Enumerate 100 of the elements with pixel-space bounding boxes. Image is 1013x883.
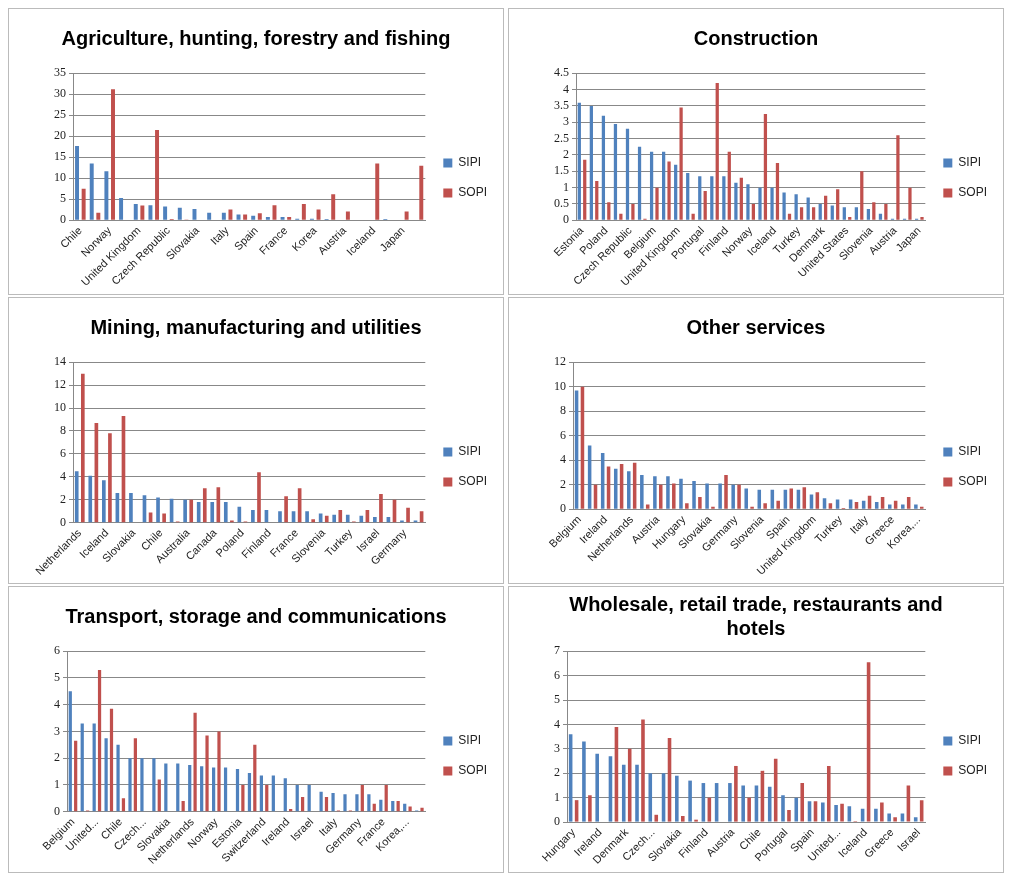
bar <box>359 515 364 523</box>
bar <box>163 206 168 220</box>
bar <box>300 797 305 812</box>
bar <box>914 504 918 509</box>
bar <box>96 212 101 220</box>
bar <box>734 182 738 220</box>
bar <box>119 198 124 220</box>
bar <box>860 171 864 220</box>
bar <box>607 202 611 220</box>
y-tick-label: 4 <box>60 469 66 484</box>
legend-label: SOPI <box>458 763 488 778</box>
y-tick-label: 6 <box>554 667 560 682</box>
y-tick-label: 1.5 <box>554 163 569 178</box>
y-tick-label: 0 <box>554 814 560 829</box>
bar <box>635 764 639 822</box>
y-tick-label: 1 <box>563 179 569 194</box>
bar <box>688 780 692 822</box>
y-tick-label: 8 <box>60 423 66 438</box>
bar <box>212 767 216 812</box>
bar <box>375 163 380 220</box>
bar <box>331 194 336 220</box>
bar <box>148 205 153 220</box>
bar <box>111 89 115 220</box>
bar <box>92 723 96 812</box>
bar <box>888 504 892 509</box>
y-tick-label: 0 <box>563 212 569 227</box>
bar <box>193 712 197 812</box>
y-tick-label: 6 <box>560 427 566 442</box>
bar <box>818 203 822 220</box>
bar <box>767 786 772 822</box>
y-tick-label: 1 <box>554 789 560 804</box>
bar <box>595 753 599 822</box>
legend-label: SOPI <box>458 474 488 489</box>
bar <box>324 797 329 812</box>
bar <box>685 503 689 509</box>
bar <box>781 795 785 822</box>
y-tick-label: 0.5 <box>554 196 569 211</box>
bar <box>692 481 696 509</box>
bar <box>821 802 825 822</box>
bar <box>649 151 654 220</box>
bar <box>763 114 768 220</box>
bar <box>787 809 791 822</box>
bar <box>703 190 707 220</box>
bar <box>265 784 269 812</box>
bar <box>181 801 185 812</box>
bar <box>221 212 226 220</box>
y-tick-label: 3 <box>554 741 560 756</box>
bar <box>776 500 780 509</box>
bar <box>278 511 282 523</box>
bar <box>259 775 263 812</box>
y-tick-label: 6 <box>60 446 66 461</box>
bar <box>360 784 364 812</box>
y-tick-label: 35 <box>54 65 66 80</box>
legend-label: SIPI <box>458 444 482 459</box>
bar <box>583 159 587 220</box>
bar <box>619 213 623 220</box>
bar <box>332 514 337 523</box>
bar <box>140 205 145 220</box>
y-tick-label: 12 <box>54 377 66 392</box>
bar <box>406 507 410 523</box>
bar <box>251 215 256 220</box>
bar <box>74 471 79 523</box>
bar <box>884 203 888 220</box>
bar <box>722 176 726 220</box>
bar <box>108 433 112 523</box>
bar <box>284 496 288 523</box>
bar <box>727 151 731 220</box>
bar <box>854 207 858 220</box>
y-tick-label: 2 <box>554 765 560 780</box>
bar <box>319 791 323 812</box>
bar <box>731 484 735 509</box>
bar <box>189 499 194 523</box>
bar <box>355 794 359 812</box>
y-tick-label: 4 <box>54 696 60 711</box>
bar <box>582 741 586 822</box>
y-tick-label: 5 <box>60 191 66 206</box>
bar <box>217 731 221 812</box>
bar <box>104 171 109 220</box>
bar <box>758 187 762 220</box>
bar <box>200 766 204 812</box>
y-tick-label: 3 <box>54 723 60 738</box>
bar <box>155 129 160 220</box>
bar <box>662 151 666 220</box>
bar <box>280 216 285 220</box>
legend-label: SOPI <box>458 185 488 200</box>
bar <box>775 163 780 220</box>
bar <box>243 214 248 220</box>
bar <box>419 165 424 220</box>
chart-title: Construction <box>692 26 820 51</box>
bar <box>627 471 631 509</box>
bar <box>140 758 144 812</box>
bar <box>741 785 745 822</box>
x-tick-label: Italy <box>207 223 232 247</box>
bar <box>667 161 671 220</box>
bar <box>893 817 897 822</box>
bar <box>408 806 412 812</box>
bar <box>301 203 306 220</box>
bar <box>866 208 871 220</box>
bar <box>824 195 828 220</box>
bar <box>631 203 635 220</box>
